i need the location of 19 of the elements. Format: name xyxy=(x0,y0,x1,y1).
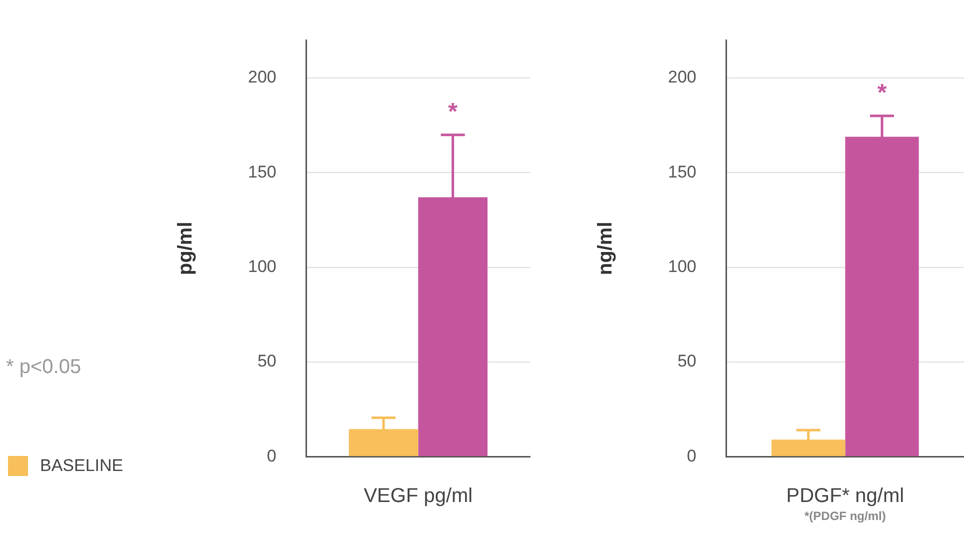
x-axis-title: VEGF pg/ml xyxy=(362,484,474,508)
text: *(PDGF ng/ml) xyxy=(804,508,887,523)
y-tick-label: 50 xyxy=(257,352,276,371)
x-axis-title: PDGF* ng/ml xyxy=(785,484,906,508)
y-tick-label: 200 xyxy=(668,68,696,87)
legend-label: BASELINE xyxy=(40,456,124,476)
annotation: * xyxy=(448,98,458,126)
y-tick-label: 100 xyxy=(248,257,276,276)
y-tick-label: 200 xyxy=(248,68,276,87)
y-tick-label: 50 xyxy=(677,352,696,371)
annotation: * xyxy=(877,80,888,107)
y-axis-title: pg/ml xyxy=(174,222,197,276)
y-tick-label: 150 xyxy=(668,162,696,182)
y-tick-label: 0 xyxy=(266,446,276,466)
text: * p<0.05 xyxy=(6,356,82,379)
y-tick-label: 0 xyxy=(686,446,696,466)
y-tick-label: 150 xyxy=(248,162,276,182)
y-axis-title: ng/ml xyxy=(594,222,617,276)
y-tick-label: 100 xyxy=(668,257,696,276)
